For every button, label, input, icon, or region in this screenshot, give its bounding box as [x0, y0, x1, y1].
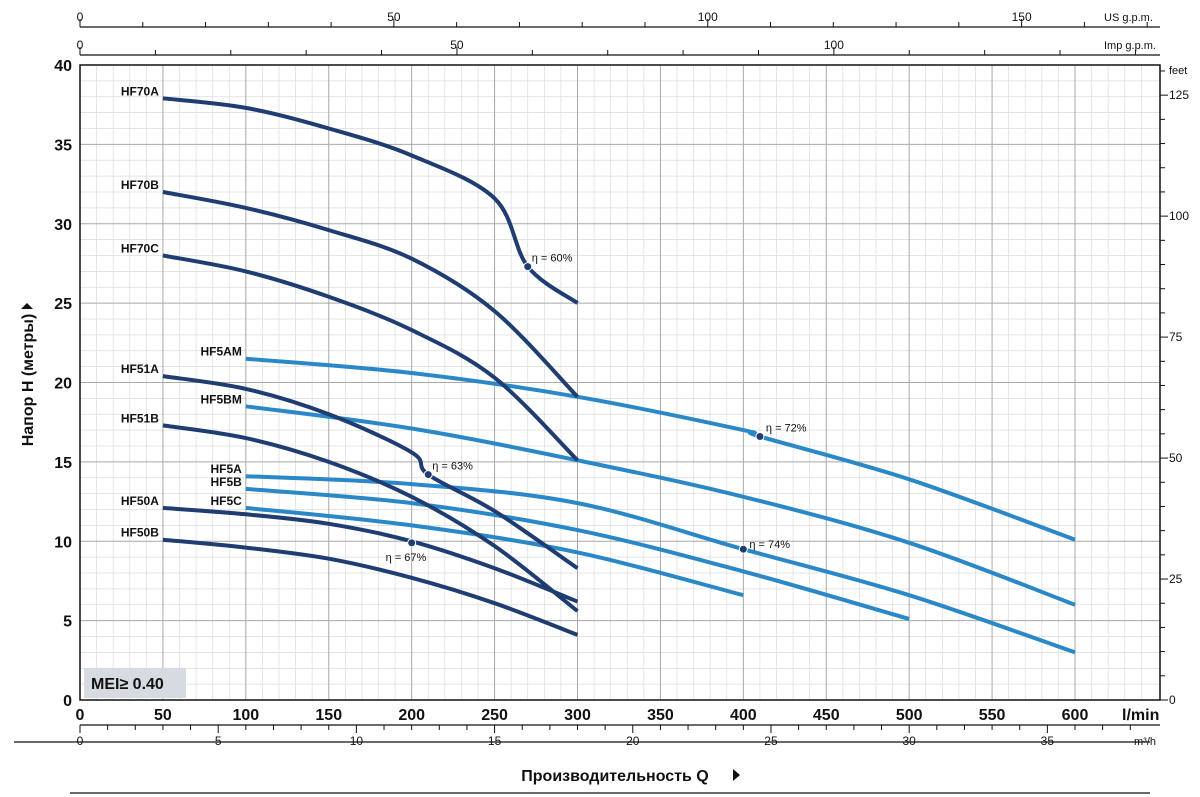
imp-gpm-tick-label: 50: [450, 38, 464, 52]
efficiency-label: η = 72%: [766, 422, 807, 434]
x-tick-label: 600: [1062, 707, 1089, 724]
x-unit-label: l/min: [1122, 707, 1159, 724]
curve-label-hf5a: HF5A: [210, 462, 242, 476]
x-tick-label: 150: [315, 707, 342, 724]
y-axis-arrow-icon: [21, 303, 33, 309]
x-tick-label: 500: [896, 707, 923, 724]
efficiency-point: [523, 262, 533, 272]
feet-tick-label: 25: [1169, 572, 1183, 586]
us-gpm-tick-label: 150: [1012, 10, 1032, 24]
feet-tick-label: 100: [1169, 209, 1189, 223]
mei-badge: MEI≥ 0.40: [84, 668, 186, 698]
m3h-tick-label: 25: [764, 734, 778, 748]
curve-labels: HF70A HF70B HF70C HF51A HF51B HF50A HF50B HF5AM…: [121, 84, 242, 539]
m3h-tick-label: 15: [488, 734, 502, 748]
y-tick-label: 5: [63, 614, 72, 631]
curve-label-hf70c: HF70C: [121, 242, 159, 256]
imp-gpm-tick-label: 0: [77, 38, 84, 52]
x-tick-label: 200: [398, 707, 425, 724]
efficiency-markers: η = 60% η = 63% η = 67% η = 72% η = 74%: [386, 253, 807, 564]
y-tick-label: 10: [54, 534, 72, 551]
efficiency-point: [407, 538, 417, 548]
curve-label-hf5am: HF5AM: [200, 345, 241, 359]
efficiency-point: [423, 470, 433, 480]
mei-badge-background: [84, 668, 186, 698]
m3h-tick-label: 0: [77, 734, 84, 748]
x-axis-arrow-icon: [733, 769, 740, 781]
curve-hf5a: [245, 474, 1076, 655]
curve-hf51b: [162, 423, 579, 613]
efficiency-label: η = 74%: [749, 539, 790, 551]
x-tick-label: 50: [154, 707, 172, 724]
curve-hf5bm: [245, 404, 1076, 607]
m3h-tick-label: 35: [1041, 734, 1055, 748]
feet-tick-label: 0: [1169, 693, 1176, 707]
efficiency-point: [755, 431, 765, 441]
curve-label-hf5c: HF5C: [210, 494, 242, 508]
x-axis-title: Производительность Q: [521, 768, 708, 785]
x-tick-label: 450: [813, 707, 840, 724]
x-tick-label: 550: [979, 707, 1006, 724]
feet-unit-label: feet: [1169, 65, 1187, 77]
curve-label-hf70a: HF70A: [121, 84, 159, 98]
x-tick-label: 0: [76, 707, 85, 724]
curves: [162, 96, 1076, 655]
m3h-tick-label: 30: [902, 734, 916, 748]
x-tick-label: 250: [481, 707, 508, 724]
m3h-tick-label: 5: [215, 734, 222, 748]
feet-tick-label: 50: [1169, 451, 1183, 465]
curve-label-hf5bm: HF5BM: [200, 392, 241, 406]
y-tick-label: 20: [54, 376, 72, 393]
curve-hf5c: [245, 505, 744, 598]
imp-gpm-tick-label: 100: [824, 38, 844, 52]
y-tick-label: 35: [54, 137, 72, 154]
efficiency-label: η = 63%: [432, 461, 473, 473]
curve-hf5b: [245, 486, 910, 621]
efficiency-point: [738, 544, 748, 554]
us-gpm-tick-label: 50: [387, 10, 401, 24]
grid: [79, 64, 1160, 701]
curve-hf51a: [162, 374, 579, 570]
m3h-tick-label: 20: [626, 734, 640, 748]
mei-badge-text: MEI≥ 0.40: [91, 676, 164, 693]
curve-label-hf51a: HF51A: [121, 362, 159, 376]
y-axis-title: Напор H (метры): [20, 314, 37, 447]
y-tick-label: 15: [54, 455, 72, 472]
x-tick-label: 300: [564, 707, 591, 724]
curve-label-hf50b: HF50B: [121, 526, 159, 540]
curve-label-hf51b: HF51B: [121, 411, 159, 425]
y-tick-label: 30: [54, 217, 72, 234]
x-tick-label: 100: [232, 707, 259, 724]
m3h-tick-label: 10: [350, 734, 364, 748]
y-tick-label: 40: [54, 58, 72, 75]
curve-hf70b: [162, 190, 579, 399]
plot-frame: [79, 64, 1161, 701]
efficiency-label: η = 60%: [532, 253, 573, 265]
curve-hf50a: [162, 505, 579, 604]
x-tick-label: 400: [730, 707, 757, 724]
curve-label-hf5b: HF5B: [210, 475, 242, 489]
curve-hf50b: [162, 537, 579, 637]
us-gpm-tick-label: 100: [698, 10, 718, 24]
curve-label-hf70b: HF70B: [121, 178, 159, 192]
us-gpm-unit-label: US g.p.m.: [1104, 12, 1153, 24]
y-tick-label: 0: [63, 693, 72, 710]
curve-label-hf50a: HF50A: [121, 494, 159, 508]
x-tick-label: 350: [647, 707, 674, 724]
feet-tick-label: 125: [1169, 88, 1189, 102]
curve-hf5am: [245, 356, 1076, 542]
curve-hf70c: [162, 253, 579, 462]
y-tick-label: 25: [54, 296, 72, 313]
efficiency-label: η = 67%: [386, 552, 427, 564]
curve-hf70a: [162, 96, 579, 305]
feet-tick-label: 75: [1169, 330, 1183, 344]
imp-gpm-unit-label: Imp g.p.m.: [1104, 40, 1156, 52]
us-gpm-tick-label: 0: [77, 10, 84, 24]
